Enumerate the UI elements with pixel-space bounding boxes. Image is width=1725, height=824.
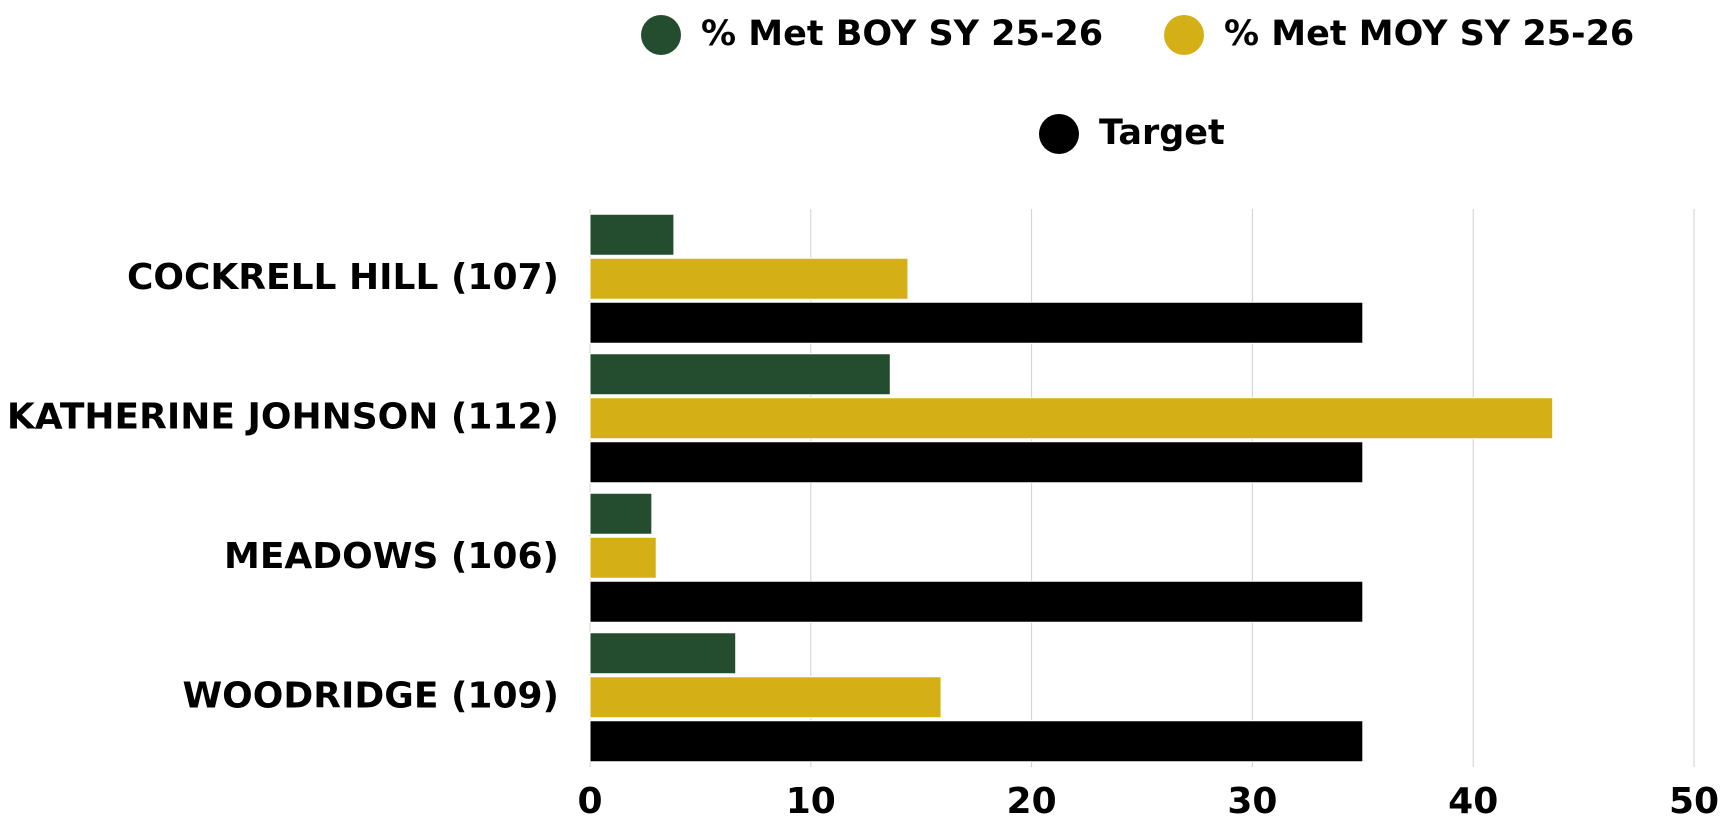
bar: [589, 492, 653, 535]
bar: [589, 632, 737, 675]
y-tick-label: COCKRELL HILL (107): [127, 257, 559, 298]
legend-swatch: [641, 15, 681, 55]
legend-label: Target: [1099, 113, 1225, 153]
y-tick-label: WOODRIDGE (109): [182, 675, 559, 716]
bar: [589, 580, 1364, 623]
x-tick-label: 50: [1669, 781, 1719, 822]
bar: [589, 536, 657, 579]
bar: [589, 353, 891, 396]
x-tick-label: 0: [577, 781, 602, 822]
x-tick-label: 40: [1448, 781, 1498, 822]
legend-swatch: [1039, 114, 1079, 154]
bar: [589, 720, 1364, 763]
bar: [589, 441, 1364, 484]
bar: [589, 397, 1554, 440]
x-tick-label: 30: [1227, 781, 1277, 822]
legend-swatch: [1164, 15, 1204, 55]
legend-label: % Met BOY SY 25-26: [701, 14, 1103, 54]
bar: [589, 676, 942, 719]
legend-label: % Met MOY SY 25-26: [1224, 14, 1634, 54]
bar: [589, 257, 909, 300]
x-tick-label: 20: [1007, 781, 1057, 822]
bar: [589, 301, 1364, 344]
bar: [589, 213, 675, 256]
y-tick-label: MEADOWS (106): [224, 536, 559, 577]
y-tick-label: KATHERINE JOHNSON (112): [7, 396, 559, 437]
x-tick-label: 10: [786, 781, 836, 822]
